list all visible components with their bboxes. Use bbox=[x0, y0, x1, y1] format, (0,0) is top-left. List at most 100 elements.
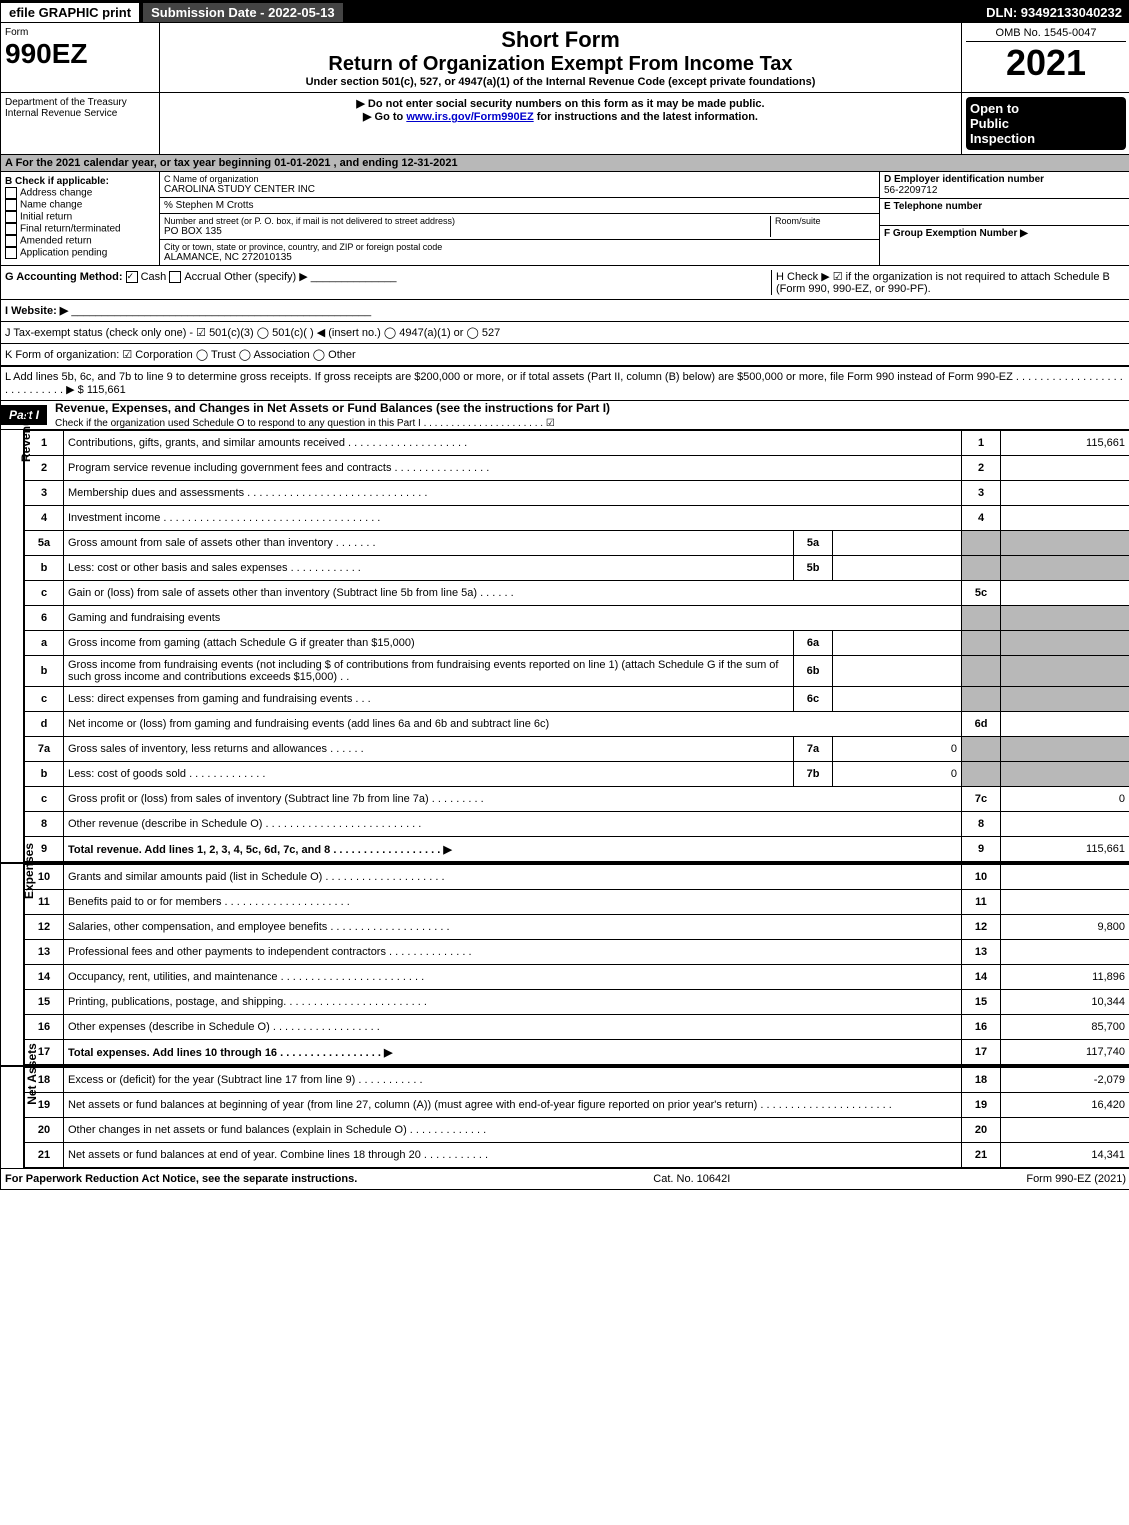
under-section: Under section 501(c), 527, or 4947(a)(1)… bbox=[164, 76, 957, 88]
dept-label: Department of the Treasury bbox=[5, 97, 155, 108]
revenue-block: Revenue 1Contributions, gifts, grants, a… bbox=[1, 430, 1129, 862]
co-name: % Stephen M Crotts bbox=[164, 200, 875, 211]
top-bar: efile GRAPHIC print Submission Date - 20… bbox=[1, 1, 1129, 23]
short-form-title: Short Form bbox=[164, 27, 957, 53]
open-public-box: Open to Public Inspection bbox=[966, 97, 1126, 150]
line-20: 20Other changes in net assets or fund ba… bbox=[25, 1118, 1129, 1143]
checkbox-icon[interactable] bbox=[5, 235, 17, 247]
open-line3: Inspection bbox=[970, 131, 1122, 146]
ein-label: D Employer identification number bbox=[884, 174, 1126, 185]
check-amended: Amended return bbox=[5, 235, 155, 247]
footer-left: For Paperwork Reduction Act Notice, see … bbox=[5, 1173, 357, 1185]
header-left: Form 990EZ bbox=[1, 23, 160, 92]
section-b: B Check if applicable: Address change Na… bbox=[1, 172, 160, 265]
street-row: Number and street (or P. O. box, if mail… bbox=[160, 214, 879, 240]
header-row: Form 990EZ Short Form Return of Organiza… bbox=[1, 23, 1129, 93]
instructions-row: Department of the Treasury Internal Reve… bbox=[1, 93, 1129, 155]
line-1: 1Contributions, gifts, grants, and simil… bbox=[25, 431, 1129, 456]
expenses-block: Expenses 10Grants and similar amounts pa… bbox=[1, 862, 1129, 1065]
omb-number: OMB No. 1545-0047 bbox=[966, 27, 1126, 42]
check-pending: Application pending bbox=[5, 247, 155, 259]
dept-treasury: Department of the Treasury Internal Reve… bbox=[1, 93, 160, 154]
tax-year: 2021 bbox=[966, 42, 1126, 84]
checkbox-icon[interactable] bbox=[5, 247, 17, 259]
form-name: 990EZ bbox=[5, 38, 155, 70]
irs-link[interactable]: www.irs.gov/Form990EZ bbox=[406, 111, 533, 123]
submission-date: Submission Date - 2022-05-13 bbox=[143, 3, 343, 22]
section-a: A For the 2021 calendar year, or tax yea… bbox=[1, 155, 1129, 172]
checkbox-icon[interactable] bbox=[169, 271, 181, 283]
b-label: B Check if applicable: bbox=[5, 176, 155, 187]
check-name: Name change bbox=[5, 199, 155, 211]
g-cash: Cash bbox=[141, 271, 167, 283]
line-9: 9Total revenue. Add lines 1, 2, 3, 4, 5c… bbox=[25, 837, 1129, 862]
l-amount: 115,661 bbox=[87, 384, 126, 396]
expenses-side-label: Expenses bbox=[1, 864, 24, 1065]
c-name-label: C Name of organization bbox=[164, 174, 875, 184]
header-center: Short Form Return of Organization Exempt… bbox=[160, 23, 962, 92]
ein-value: 56-2209712 bbox=[884, 185, 1126, 196]
part1-check-note: Check if the organization used Schedule … bbox=[55, 418, 555, 429]
line-6b: bGross income from fundraising events (n… bbox=[25, 656, 1129, 687]
line-3: 3Membership dues and assessments . . . .… bbox=[25, 481, 1129, 506]
city-label: City or town, state or province, country… bbox=[164, 242, 875, 252]
row-k: K Form of organization: ☑ Corporation ◯ … bbox=[1, 344, 1129, 367]
footer-right: Form 990-EZ (2021) bbox=[1026, 1173, 1126, 1185]
ssn-note: ▶ Do not enter social security numbers o… bbox=[164, 97, 957, 110]
part1-header: Part I Revenue, Expenses, and Changes in… bbox=[1, 401, 1129, 430]
checkbox-checked-icon[interactable] bbox=[126, 271, 138, 283]
group-label: F Group Exemption Number ▶ bbox=[884, 228, 1126, 239]
g-other: Other (specify) ▶ bbox=[224, 271, 308, 283]
line-6: 6Gaming and fundraising events bbox=[25, 606, 1129, 631]
line-17: 17Total expenses. Add lines 10 through 1… bbox=[25, 1040, 1129, 1065]
netassets-block: Net Assets 18Excess or (deficit) for the… bbox=[1, 1065, 1129, 1168]
line-19: 19Net assets or fund balances at beginni… bbox=[25, 1093, 1129, 1118]
instructions-center: ▶ Do not enter social security numbers o… bbox=[160, 93, 962, 154]
open-inspection-block: Open to Public Inspection bbox=[962, 93, 1129, 154]
efile-print-label[interactable]: efile GRAPHIC print bbox=[1, 3, 139, 22]
dln-label: DLN: 93492133040232 bbox=[978, 3, 1129, 22]
row-gh: G Accounting Method: Cash Accrual Other … bbox=[1, 266, 1129, 300]
line-4: 4Investment income . . . . . . . . . . .… bbox=[25, 506, 1129, 531]
checkbox-icon[interactable] bbox=[5, 187, 17, 199]
section-c: C Name of organization CAROLINA STUDY CE… bbox=[160, 172, 880, 265]
line-6a: aGross income from gaming (attach Schedu… bbox=[25, 631, 1129, 656]
checkbox-icon[interactable] bbox=[5, 199, 17, 211]
street-label: Number and street (or P. O. box, if mail… bbox=[164, 216, 770, 226]
row-i: I Website: ▶ ___________________________… bbox=[1, 300, 1129, 322]
street-value: PO BOX 135 bbox=[164, 226, 770, 237]
row-l: L Add lines 5b, 6c, and 7b to line 9 to … bbox=[1, 367, 1129, 401]
section-def: D Employer identification number 56-2209… bbox=[880, 172, 1129, 265]
checkbox-icon[interactable] bbox=[5, 211, 17, 223]
netassets-table: 18Excess or (deficit) for the year (Subt… bbox=[24, 1067, 1129, 1168]
line-5c: cGain or (loss) from sale of assets othe… bbox=[25, 581, 1129, 606]
open-line2: Public bbox=[970, 116, 1122, 131]
footer-center: Cat. No. 10642I bbox=[357, 1173, 1026, 1185]
l-text: L Add lines 5b, 6c, and 7b to line 9 to … bbox=[5, 371, 1123, 396]
info-block: B Check if applicable: Address change Na… bbox=[1, 172, 1129, 266]
row-g: G Accounting Method: Cash Accrual Other … bbox=[5, 270, 771, 295]
city-row: City or town, state or province, country… bbox=[160, 240, 879, 265]
row-j: J Tax-exempt status (check only one) - ☑… bbox=[1, 322, 1129, 344]
line-8: 8Other revenue (describe in Schedule O) … bbox=[25, 812, 1129, 837]
phone-value bbox=[884, 212, 1126, 223]
line-6d: dNet income or (loss) from gaming and fu… bbox=[25, 712, 1129, 737]
line-11: 11Benefits paid to or for members . . . … bbox=[25, 890, 1129, 915]
footer: For Paperwork Reduction Act Notice, see … bbox=[1, 1168, 1129, 1189]
city-value: ALAMANCE, NC 272010135 bbox=[164, 252, 875, 263]
line-2: 2Program service revenue including gover… bbox=[25, 456, 1129, 481]
part1-title: Revenue, Expenses, and Changes in Net As… bbox=[47, 401, 610, 429]
ein-row: D Employer identification number 56-2209… bbox=[880, 172, 1129, 199]
return-title: Return of Organization Exempt From Incom… bbox=[164, 53, 957, 76]
phone-row: E Telephone number bbox=[880, 199, 1129, 226]
expenses-table: 10Grants and similar amounts paid (list … bbox=[24, 864, 1129, 1065]
line-5b: bLess: cost or other basis and sales exp… bbox=[25, 556, 1129, 581]
header-right: OMB No. 1545-0047 2021 bbox=[962, 23, 1129, 92]
line-10: 10Grants and similar amounts paid (list … bbox=[25, 865, 1129, 890]
line-14: 14Occupancy, rent, utilities, and mainte… bbox=[25, 965, 1129, 990]
goto-note: ▶ Go to www.irs.gov/Form990EZ for instru… bbox=[164, 110, 957, 123]
row-h: H Check ▶ ☑ if the organization is not r… bbox=[771, 270, 1126, 295]
checkbox-icon[interactable] bbox=[5, 223, 17, 235]
goto-prefix: ▶ Go to bbox=[363, 111, 406, 123]
line-7a: 7aGross sales of inventory, less returns… bbox=[25, 737, 1129, 762]
